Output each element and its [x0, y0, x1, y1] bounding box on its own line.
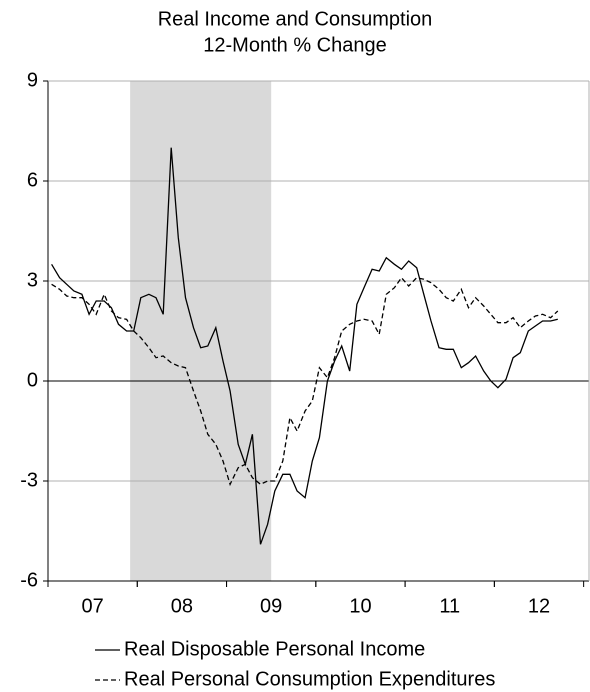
x-tick-label: 07 [82, 595, 104, 617]
y-tick-label: 3 [27, 269, 38, 291]
y-tick-label: -6 [20, 569, 38, 591]
recession-shade [130, 81, 272, 581]
legend-label: Real Disposable Personal Income [124, 638, 425, 660]
legend-label: Real Personal Consumption Expenditures [124, 668, 495, 690]
x-tick-label: 09 [260, 595, 282, 617]
x-tick-label: 11 [439, 595, 460, 617]
y-tick-label: 9 [27, 69, 38, 91]
y-tick-label: 0 [27, 369, 38, 391]
y-tick-label: 6 [27, 169, 38, 191]
x-tick-label: 08 [171, 595, 193, 617]
chart-subtitle: 12-Month % Change [203, 34, 386, 56]
series-line [51, 147, 558, 545]
x-tick-label: 12 [528, 595, 550, 617]
x-tick-label: 10 [349, 595, 371, 617]
chart-title: Real Income and Consumption [158, 8, 433, 30]
series-line [51, 276, 559, 487]
y-tick-label: -3 [20, 469, 38, 491]
